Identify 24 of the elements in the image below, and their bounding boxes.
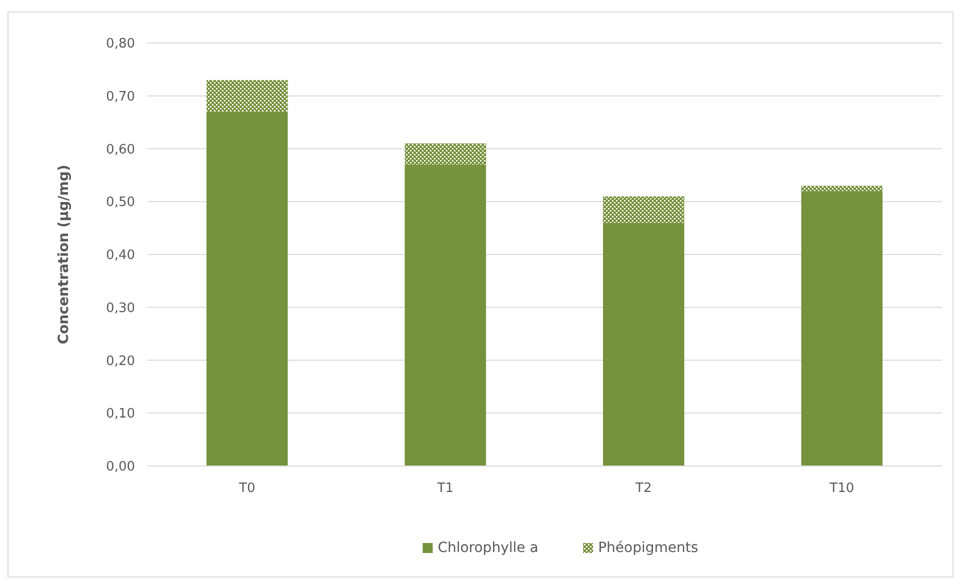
y-tick-label: 0,50	[106, 195, 135, 210]
y-tick-label: 0,20	[106, 354, 135, 369]
y-tick-label: 0,70	[106, 89, 135, 104]
y-tick-label: 0,00	[106, 460, 135, 475]
legend-label: Phéopigments	[598, 540, 698, 556]
bar	[602, 222, 684, 466]
bar	[801, 191, 883, 466]
bar	[404, 143, 486, 165]
y-tick-label: 0,10	[106, 406, 135, 422]
y-tick-label: 0,80	[106, 36, 135, 52]
y-tick-label: 0,30	[106, 300, 135, 316]
bar	[206, 80, 288, 112]
x-tick-label: T1	[436, 481, 454, 496]
legend-label: Chlorophylle a	[438, 540, 538, 556]
y-tick-label: 0,60	[106, 142, 135, 158]
x-tick-label: T0	[238, 481, 256, 496]
y-axis-title: Concentration (µg/mg)	[56, 164, 72, 344]
y-tick-label: 0,40	[106, 248, 135, 264]
x-tick-label: T10	[828, 481, 854, 496]
x-tick-label: T2	[634, 481, 652, 496]
bar	[801, 186, 883, 192]
bar	[602, 196, 684, 223]
bar	[206, 112, 288, 466]
bar	[404, 164, 486, 466]
